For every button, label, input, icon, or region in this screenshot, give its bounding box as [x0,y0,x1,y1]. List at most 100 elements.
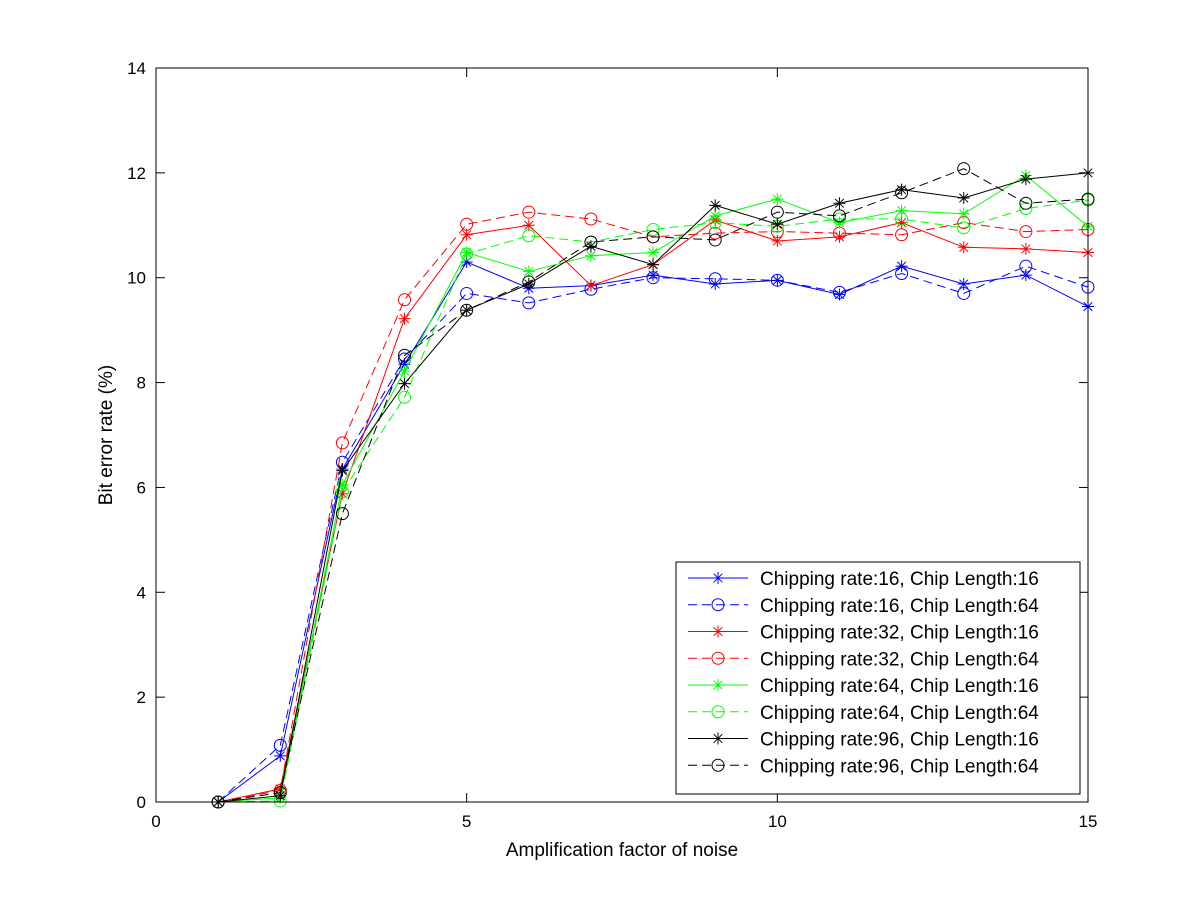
y-tick-label: 10 [127,269,146,288]
data-point [522,265,535,278]
data-point [1019,202,1033,216]
data-point [398,348,412,362]
data-point [771,235,784,248]
data-point [398,377,411,390]
data-point [957,207,970,220]
y-tick-label: 0 [137,793,146,812]
y-tick-label: 12 [127,164,146,183]
data-point [398,390,412,404]
data-point [895,228,909,242]
data-point [335,485,349,499]
x-tick-label: 5 [462,812,471,831]
data-point [833,230,846,243]
data-point [895,212,909,226]
data-point [708,233,722,247]
data-point [895,183,908,196]
legend-label: Chipping rate:64, Chip Length:16 [760,676,1039,697]
data-point [460,246,473,259]
data-point [460,217,474,231]
series-line [217,265,1089,803]
legend-item: Chipping rate:16, Chip Length:64 [688,596,1039,617]
data-point [833,216,846,229]
data-point [833,288,846,301]
axes-box [155,67,1089,803]
data-point [460,255,473,268]
data-point [957,192,970,205]
data-point [335,436,349,450]
data-point [1019,173,1032,186]
data-point [832,285,846,299]
data-point [771,193,784,206]
legend-swatch-marker [711,758,725,772]
legend-item: Chipping rate:32, Chip Length:64 [688,649,1039,670]
data-point [709,199,722,212]
y-tick-label: 4 [137,583,146,602]
legend-swatch-marker [712,572,724,584]
legend-label: Chipping rate:96, Chip Length:64 [760,756,1039,777]
data-point [895,204,908,217]
data-point [460,247,474,261]
legend-label: Chipping rate:64, Chip Length:64 [760,703,1039,724]
data-point [647,246,660,259]
legend-swatch-marker [711,598,725,612]
data-point [709,209,722,222]
data-point [708,226,722,240]
legend-box [675,561,1081,795]
data-point [274,789,287,802]
data-point [336,464,349,477]
data-point [647,269,660,282]
data-point [1019,269,1032,282]
data-point [584,279,597,292]
data-point [460,228,473,241]
data-point [895,267,909,281]
data-point [1019,196,1033,210]
data-point [708,272,722,286]
data-point [584,212,598,226]
legend-item: Chipping rate:96, Chip Length:16 [688,730,1039,751]
legend-swatch-marker [712,625,724,638]
legend: Chipping rate:16, Chip Length:16 Chipping… [675,561,1081,795]
data-point [398,312,411,325]
data-point [460,286,474,300]
data-point [274,749,287,762]
data-point [522,278,535,291]
data-point [770,205,784,219]
data-point [584,249,597,262]
data-point [335,507,349,521]
y-tick-label: 2 [137,688,146,707]
data-point [957,286,971,300]
data-point [895,216,908,229]
legend-swatch-marker [711,705,725,719]
legend-item: Chipping rate:32, Chip Length:16 [688,623,1039,644]
data-point [832,212,846,226]
data-point [522,219,535,232]
data-point [273,786,287,800]
y-axis-label: Bit error rate (%) [96,365,117,505]
data-point [584,240,597,253]
data-point [398,358,411,371]
data-point [522,229,536,243]
data-point [522,205,536,219]
legend-label: Chipping rate:16, Chip Length:16 [760,569,1039,590]
data-point [398,365,411,378]
data-point [646,271,660,285]
data-point [646,222,660,236]
data-point [336,478,349,491]
data-point [1019,242,1032,255]
data-point [336,487,349,500]
legend-swatch-marker [712,732,724,745]
data-point [522,296,536,310]
data-point [1019,259,1033,273]
data-point [584,235,598,249]
data-point [646,230,660,244]
y-tick-label: 14 [127,59,146,78]
data-point [832,209,846,223]
data-point [708,216,722,230]
legend-label: Chipping rate:32, Chip Length:16 [760,623,1039,644]
legend-item: Chipping rate:64, Chip Length:16 [688,676,1039,697]
data-point [895,260,908,273]
series-5 [212,169,1094,808]
data-point [771,218,784,231]
